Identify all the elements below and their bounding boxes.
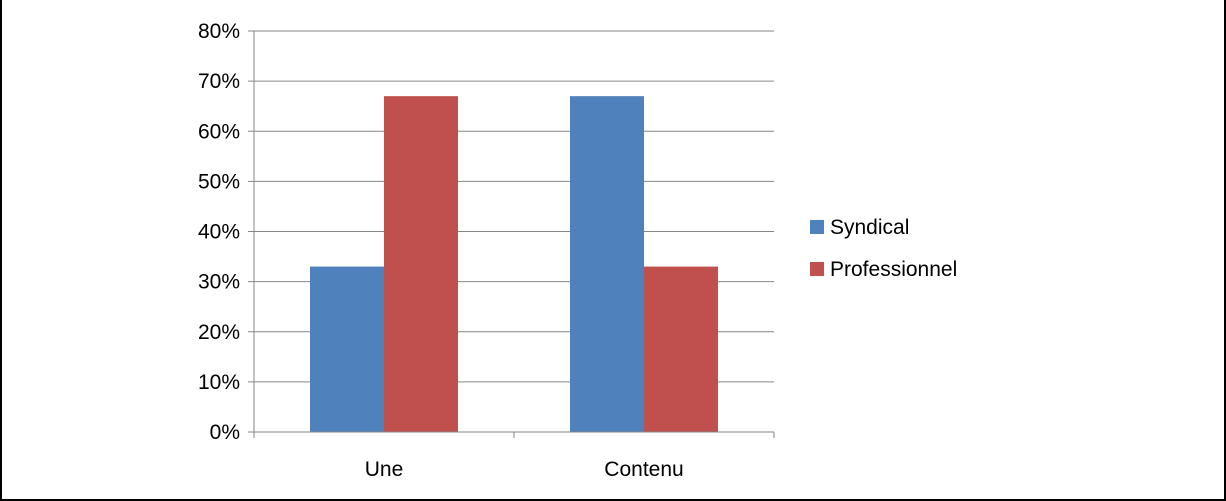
legend: Syndical Professionnel [810, 216, 957, 281]
y-tick-label: 60% [198, 120, 240, 143]
y-tick-label: 20% [198, 321, 240, 344]
y-tick-label: 40% [198, 221, 240, 244]
bar-professionnel-une [384, 96, 458, 432]
x-tick-label: Contenu [604, 458, 683, 481]
bar-syndical-contenu [570, 96, 644, 432]
bar-syndical-une [310, 266, 384, 432]
y-tick-label: 10% [198, 371, 240, 394]
legend-label-syndical: Syndical [830, 216, 909, 239]
x-tick-label: Une [365, 458, 404, 481]
y-tick-labels: 0% 10% 20% 30% 40% 50% 60% 70% 80% [198, 20, 240, 444]
legend-swatch-professionnel [810, 262, 824, 276]
y-tick-label: 70% [198, 70, 240, 93]
axes [248, 30, 775, 438]
bars [310, 96, 718, 432]
y-tick-label: 80% [198, 20, 240, 43]
legend-label-professionnel: Professionnel [830, 258, 957, 281]
bar-professionnel-contenu [644, 266, 718, 432]
legend-swatch-syndical [810, 220, 824, 234]
y-tick-label: 0% [210, 421, 240, 444]
y-tick-label: 50% [198, 170, 240, 193]
y-tick-label: 30% [198, 271, 240, 294]
x-tick-labels: Une Contenu [365, 458, 684, 481]
